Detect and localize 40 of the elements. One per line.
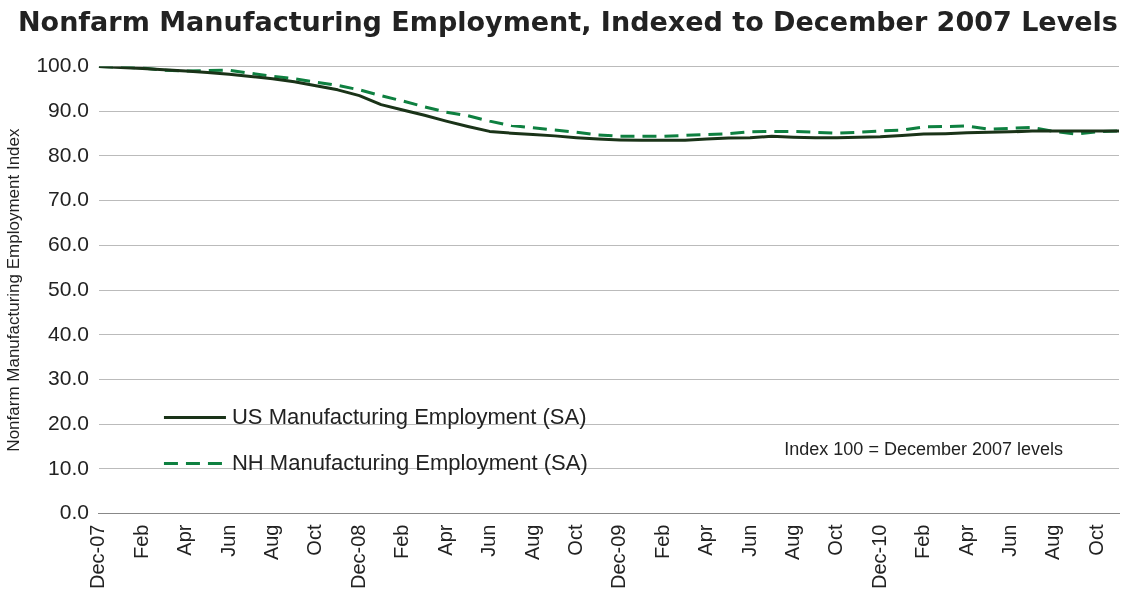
y-tick-label: 60.0 xyxy=(48,232,89,256)
y-tick-label: 80.0 xyxy=(48,142,89,166)
x-tick-label: Jun xyxy=(998,524,1020,557)
y-tick-label: 100.0 xyxy=(36,53,89,77)
x-tick-label: Oct xyxy=(1084,524,1107,556)
x-tick-label: Jun xyxy=(477,524,500,557)
y-tick-label: 10.0 xyxy=(48,455,89,479)
y-axis-title: Nonfarm Manufacturing Employment Index xyxy=(3,127,23,452)
x-tick-label: Feb xyxy=(911,524,934,559)
y-tick-label: 40.0 xyxy=(48,321,89,345)
x-tick-label: Apr xyxy=(954,524,977,556)
legend-label: NH Manufacturing Employment (SA) xyxy=(231,449,588,475)
y-tick-label: 0.0 xyxy=(59,500,89,524)
x-tick-label: Aug xyxy=(780,524,803,561)
legend-label: US Manufacturing Employment (SA) xyxy=(231,403,587,429)
x-tick-label: Oct xyxy=(563,524,586,556)
x-tick-label: Oct xyxy=(824,524,847,556)
x-tick-label: Aug xyxy=(260,524,283,561)
x-tick-label: Feb xyxy=(390,524,413,559)
x-tick-label: Feb xyxy=(129,524,152,559)
x-tick-label: Dec-08 xyxy=(346,524,369,590)
chart-title: Nonfarm Manufacturing Employment, Indexed to December 2007 Levels xyxy=(17,5,1119,39)
x-tick-label: Jun xyxy=(216,524,239,557)
y-tick-label: 30.0 xyxy=(48,366,89,390)
x-tick-label: Dec-10 xyxy=(867,524,890,590)
x-tick-label: Feb xyxy=(650,524,673,559)
x-tick-label: Apr xyxy=(173,524,196,556)
annotation: Index 100 = December 2007 levels xyxy=(784,439,1063,460)
x-tick-label: Aug xyxy=(1041,524,1064,561)
x-tick-label: Dec-09 xyxy=(607,524,630,590)
y-tick-label: 20.0 xyxy=(48,410,89,434)
x-tick-label: Apr xyxy=(433,524,456,556)
y-tick-label: 70.0 xyxy=(48,187,89,211)
x-tick-label: Apr xyxy=(694,524,717,556)
x-tick-label: Dec-07 xyxy=(86,524,109,590)
x-tick-label: Jun xyxy=(737,524,760,557)
y-tick-label: 90.0 xyxy=(48,98,89,122)
y-tick-label: 50.0 xyxy=(48,276,89,300)
x-tick-label: Oct xyxy=(303,524,326,556)
x-tick-label: Aug xyxy=(520,524,543,561)
